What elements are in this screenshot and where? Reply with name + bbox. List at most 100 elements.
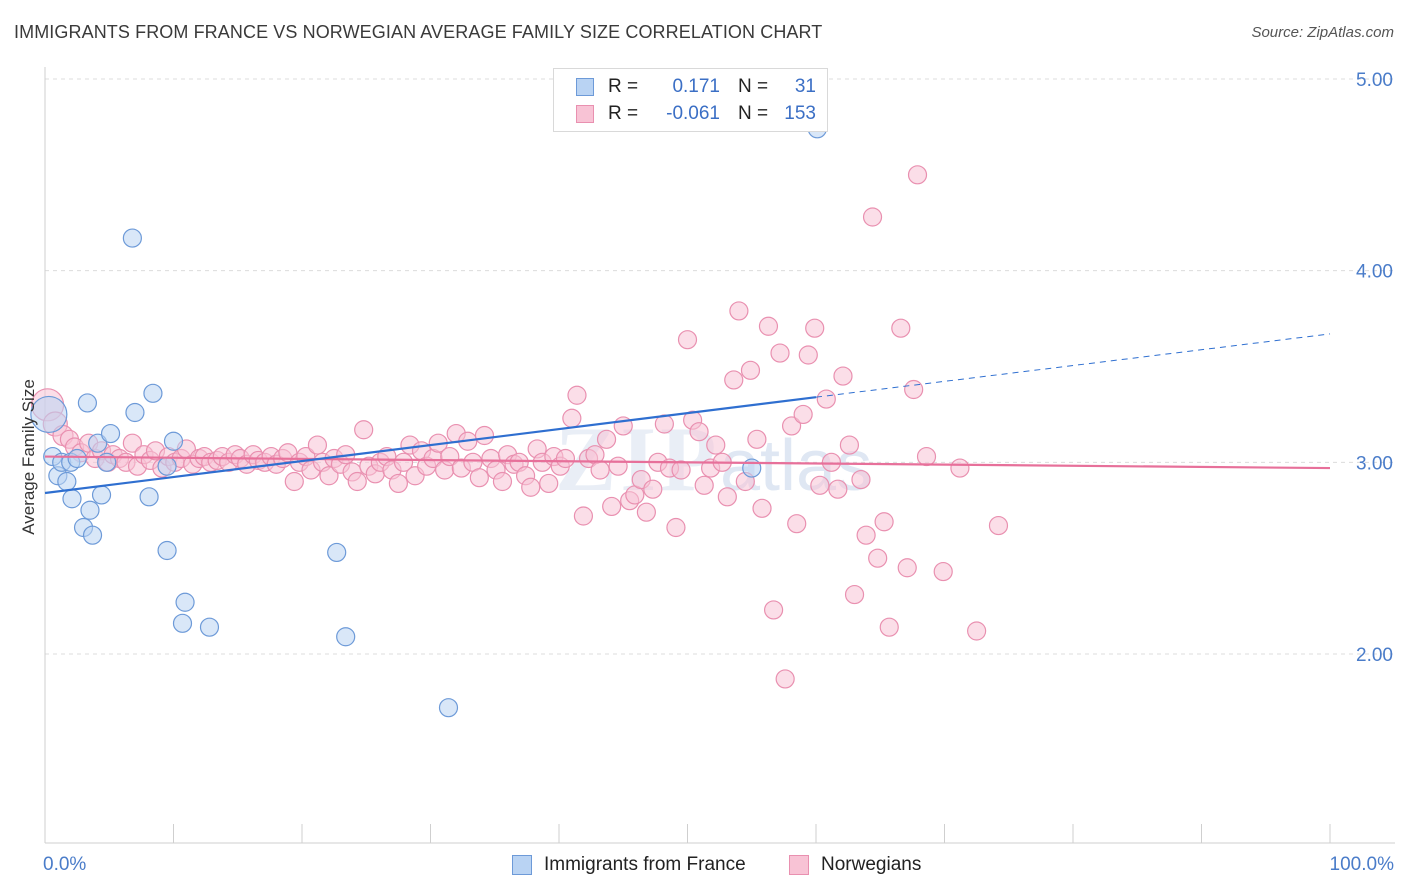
france-point [80, 500, 100, 520]
france-point [62, 489, 82, 509]
norwegians-point [781, 416, 802, 436]
norwegians-point [879, 617, 899, 637]
norwegians-point [590, 460, 610, 480]
norwegians-point [694, 475, 714, 495]
y-tick-label: 4.00 [1356, 262, 1393, 283]
correlation-legend: R = 0.171 N = 31 R = -0.061 N = 153 [553, 68, 828, 132]
norwegians-point [916, 446, 937, 467]
norwegians-point [988, 515, 1009, 536]
bottom-legend-label-norwegians: Norwegians [821, 854, 922, 875]
y-tick-label: 5.00 [1356, 70, 1393, 91]
norwegians-point [555, 448, 576, 469]
norwegians-point [844, 584, 865, 605]
axis-labels: 2.00 3.00 4.00 5.00 0.0% 100.0% Average Family… [19, 70, 1394, 875]
norwegians-point [643, 479, 663, 499]
norwegians-point [602, 496, 622, 517]
norwegians-point [469, 468, 489, 488]
legend-row-france: R = 0.171 N = 31 [576, 75, 816, 99]
norwegians-point [816, 389, 836, 409]
legend-r-label: R = [608, 103, 639, 124]
norwegians-points [30, 165, 1009, 689]
france-point [30, 395, 68, 434]
norwegians-point [828, 479, 848, 499]
norwegians-point [821, 452, 842, 472]
legend-n-label: N = [738, 103, 769, 124]
y-tick-label: 3.00 [1356, 453, 1393, 474]
bottom-legend-label-france: Immigrants from France [544, 854, 746, 875]
norwegians-point [897, 558, 917, 578]
norwegians-point [354, 420, 374, 440]
grid-lines [45, 78, 1395, 655]
x-tick-label-min: 0.0% [43, 854, 86, 875]
france-point [91, 485, 112, 505]
norwegians-point [763, 600, 784, 620]
bottom-legend-norwegians: Norwegians [789, 852, 921, 878]
norwegians-point [839, 435, 860, 455]
france-point [82, 525, 103, 545]
france-point [175, 592, 195, 612]
france-point [77, 393, 98, 413]
france-point [336, 627, 356, 647]
bottom-legend-swatch-pink [789, 855, 809, 875]
norwegians-point [729, 301, 749, 321]
france-trend-extension [815, 333, 1331, 398]
norwegians-point [636, 502, 656, 522]
france-point [157, 456, 177, 476]
norwegians-point [868, 548, 888, 568]
norwegians-point [347, 471, 367, 492]
france-point [67, 448, 87, 469]
legend-r-value: 0.171 [672, 76, 720, 97]
legend-n-label: N = [738, 76, 769, 97]
norwegians-point [319, 466, 339, 486]
norwegians-point [706, 435, 726, 455]
norwegians-point [284, 471, 304, 492]
trend-lines [44, 333, 1331, 495]
norwegians-point [671, 460, 691, 480]
france-point [163, 431, 184, 451]
norwegians-trend-line [44, 455, 1331, 470]
france-point [125, 402, 145, 423]
norwegians-point [833, 366, 853, 386]
norwegians-point [752, 498, 772, 518]
norwegians-point [521, 477, 541, 497]
norwegians-point [904, 379, 924, 400]
norwegians-point [758, 316, 779, 336]
norwegians-point [775, 669, 795, 689]
norwegians-point [677, 330, 698, 350]
norwegians-point [950, 458, 970, 478]
norwegians-point [874, 512, 894, 532]
norwegians-point [596, 429, 617, 449]
france-point [143, 383, 163, 403]
x-tick-label-max: 100.0% [1330, 854, 1395, 875]
norwegians-point [805, 318, 825, 338]
france-point [88, 433, 108, 453]
norwegians-point [539, 473, 559, 494]
france-point [172, 613, 193, 633]
norwegians-point [798, 345, 818, 365]
norwegians-point [787, 514, 807, 534]
norwegians-point [562, 408, 582, 428]
norwegians-point [393, 452, 414, 472]
legend-r-label: R = [608, 76, 639, 97]
norwegians-point [793, 404, 813, 425]
norwegians-point [717, 487, 737, 507]
norwegians-point [567, 385, 587, 405]
norwegians-point [810, 475, 830, 495]
norwegians-point [307, 435, 328, 455]
norwegians-point [388, 473, 408, 494]
y-axis-title: Average Family Size [19, 379, 38, 535]
france-point [199, 617, 220, 637]
norwegians-point [740, 360, 761, 380]
norwegians-point [856, 525, 876, 545]
france-point [438, 698, 459, 718]
norwegians-point [122, 433, 142, 453]
norwegians-point [967, 621, 987, 641]
norwegians-point [666, 517, 686, 538]
source-label: Source: ZipAtlas.com [1251, 24, 1394, 41]
norwegians-point [474, 425, 495, 446]
france-point [100, 423, 121, 444]
norwegians-point [747, 429, 767, 449]
norwegians-point [933, 561, 953, 582]
norwegians-point [573, 506, 594, 526]
